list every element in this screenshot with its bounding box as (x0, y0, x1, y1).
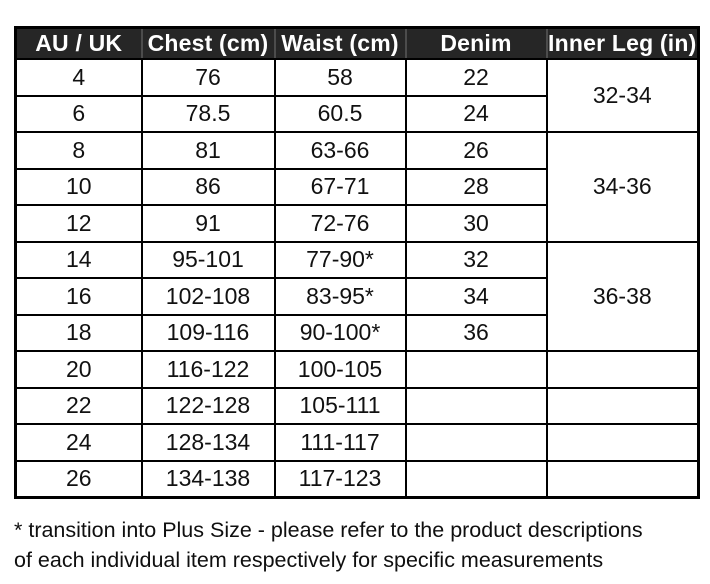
denim-cell: 34 (404, 277, 548, 316)
denim-cell: 24 (404, 94, 548, 133)
denim-cell (404, 350, 548, 389)
denim-cell: 28 (404, 167, 548, 206)
size-cell: 16 (14, 277, 143, 316)
size-cell: 20 (14, 350, 143, 389)
inner-leg-cell (545, 386, 700, 425)
waist-cell: 105-111 (273, 386, 407, 425)
size-cell: 22 (14, 386, 143, 425)
waist-cell: 77-90* (273, 240, 407, 279)
table-row: 10 86 67-71 28 (14, 167, 699, 206)
size-cell: 24 (14, 423, 143, 462)
inner-leg-cell (545, 423, 700, 462)
size-chart-table: AU / UK Chest (cm) Waist (cm) Denim Inne… (14, 26, 700, 499)
denim-cell (404, 386, 548, 425)
size-cell: 14 (14, 240, 143, 279)
table-row: 8 81 63-66 26 34-36 (14, 131, 700, 243)
size-cell: 6 (14, 94, 143, 133)
denim-cell (404, 459, 548, 499)
table-row: 4 76 58 22 32-34 (14, 58, 700, 133)
chest-cell: 102-108 (140, 277, 276, 316)
waist-cell: 58 (273, 58, 407, 97)
chest-cell: 128-134 (140, 423, 276, 462)
footnote-line-2: of each individual item respectively for… (14, 548, 604, 572)
column-header-au-uk: AU / UK (14, 26, 143, 60)
denim-cell: 32 (404, 240, 548, 279)
column-header-denim: Denim (404, 26, 548, 60)
waist-cell: 67-71 (273, 167, 407, 206)
size-cell: 10 (14, 167, 143, 206)
chest-cell: 81 (140, 131, 276, 170)
footnote-line-1: * transition into Plus Size - please ref… (14, 518, 643, 542)
chest-cell: 76 (140, 58, 276, 97)
waist-cell: 83-95* (273, 277, 407, 316)
footnote: * transition into Plus Size - please ref… (14, 515, 710, 575)
inner-leg-cell: 34-36 (545, 131, 700, 243)
table-row: 22 122-128 105-111 (14, 386, 700, 425)
chest-cell: 122-128 (140, 386, 276, 425)
table-row: 6 78.5 60.5 24 (14, 94, 699, 133)
chest-cell: 109-116 (140, 313, 276, 352)
size-cell: 8 (14, 131, 143, 170)
column-header-chest: Chest (cm) (140, 26, 276, 60)
column-header-waist: Waist (cm) (273, 26, 407, 60)
table-row: 20 116-122 100-105 (14, 350, 700, 389)
chest-cell: 134-138 (140, 459, 276, 499)
chest-cell: 116-122 (140, 350, 276, 389)
header-row: AU / UK Chest (cm) Waist (cm) Denim Inne… (14, 26, 700, 60)
denim-cell: 30 (404, 204, 548, 243)
table-row: 16 102-108 83-95* 34 (14, 277, 699, 316)
inner-leg-cell: 36-38 (545, 240, 700, 352)
table-row: 18 109-116 90-100* 36 (14, 313, 699, 352)
denim-cell: 26 (404, 131, 548, 170)
table-row: 26 134-138 117-123 (14, 459, 700, 499)
chest-cell: 91 (140, 204, 276, 243)
waist-cell: 117-123 (273, 459, 407, 499)
column-header-inner-leg: Inner Leg (in) (545, 26, 700, 60)
chest-cell: 86 (140, 167, 276, 206)
inner-leg-cell (545, 350, 700, 389)
denim-cell: 22 (404, 58, 548, 97)
size-cell: 12 (14, 204, 143, 243)
inner-leg-cell: 32-34 (545, 58, 700, 133)
waist-cell: 63-66 (273, 131, 407, 170)
denim-cell (404, 423, 548, 462)
waist-cell: 60.5 (273, 94, 407, 133)
waist-cell: 90-100* (273, 313, 407, 352)
waist-cell: 100-105 (273, 350, 407, 389)
denim-cell: 36 (404, 313, 548, 352)
table-row: 24 128-134 111-117 (14, 423, 700, 462)
waist-cell: 72-76 (273, 204, 407, 243)
size-cell: 4 (14, 58, 143, 97)
chest-cell: 78.5 (140, 94, 276, 133)
size-cell: 26 (14, 459, 143, 499)
table-row: 12 91 72-76 30 (14, 204, 699, 243)
size-cell: 18 (14, 313, 143, 352)
inner-leg-cell (545, 459, 700, 499)
table-row: 14 95-101 77-90* 32 36-38 (14, 240, 700, 352)
waist-cell: 111-117 (273, 423, 407, 462)
chest-cell: 95-101 (140, 240, 276, 279)
